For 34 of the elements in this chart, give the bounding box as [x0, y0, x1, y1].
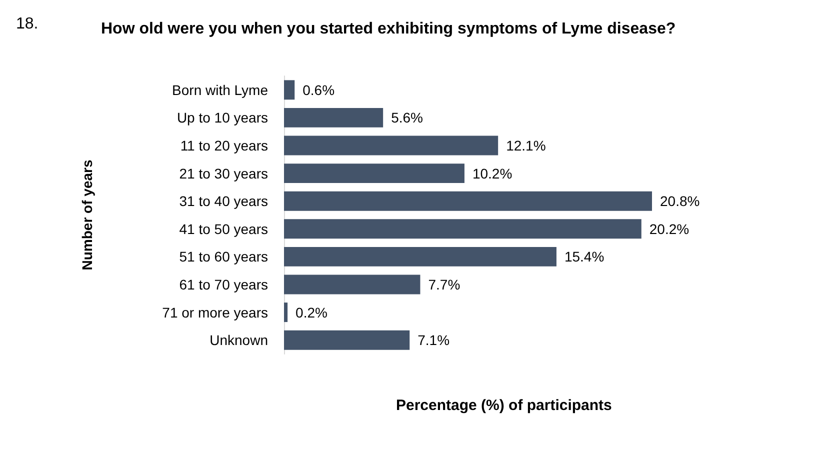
- data-label: 12.1%: [506, 138, 546, 154]
- data-label: 15.4%: [564, 248, 604, 265]
- x-axis-title: Percentage (%) of participants: [396, 397, 612, 414]
- bar: [284, 108, 384, 128]
- bar: [284, 219, 642, 239]
- y-tick-label: 71 or more years: [162, 304, 268, 320]
- bar: [284, 302, 288, 322]
- data-label: 7.7%: [428, 276, 460, 292]
- y-tick-label: 11 to 20 years: [180, 138, 268, 154]
- bar: [284, 246, 556, 266]
- y-tick-label: Up to 10 years: [176, 110, 268, 126]
- bar: [284, 164, 464, 184]
- y-axis-title: Number of years: [79, 160, 95, 270]
- y-tick-label: 51 to 60 years: [179, 248, 268, 265]
- data-label: 20.8%: [660, 193, 700, 210]
- data-label: 0.2%: [296, 304, 328, 320]
- data-label: 5.6%: [391, 110, 423, 126]
- y-tick-label: Born with Lyme: [172, 82, 268, 98]
- data-label: 0.6%: [302, 82, 335, 98]
- y-tick-label: 31 to 40 years: [179, 193, 268, 210]
- bar: [284, 191, 652, 211]
- y-tick-label: 41 to 50 years: [179, 220, 268, 237]
- y-tick-label: Unknown: [210, 332, 268, 348]
- chart-title: How old were you when you started exhibiting symptoms of Lyme disease?: [101, 20, 676, 38]
- data-label: 10.2%: [472, 165, 512, 182]
- bar: [284, 136, 498, 156]
- data-label: 7.1%: [418, 332, 450, 348]
- y-tick-label: 61 to 70 years: [179, 276, 268, 292]
- y-tick-label: 21 to 30 years: [179, 165, 268, 182]
- bar: [284, 80, 295, 100]
- bar: [284, 330, 410, 350]
- bar: [284, 274, 420, 294]
- data-label: 20.2%: [649, 220, 690, 237]
- text: 18.: [16, 16, 38, 32]
